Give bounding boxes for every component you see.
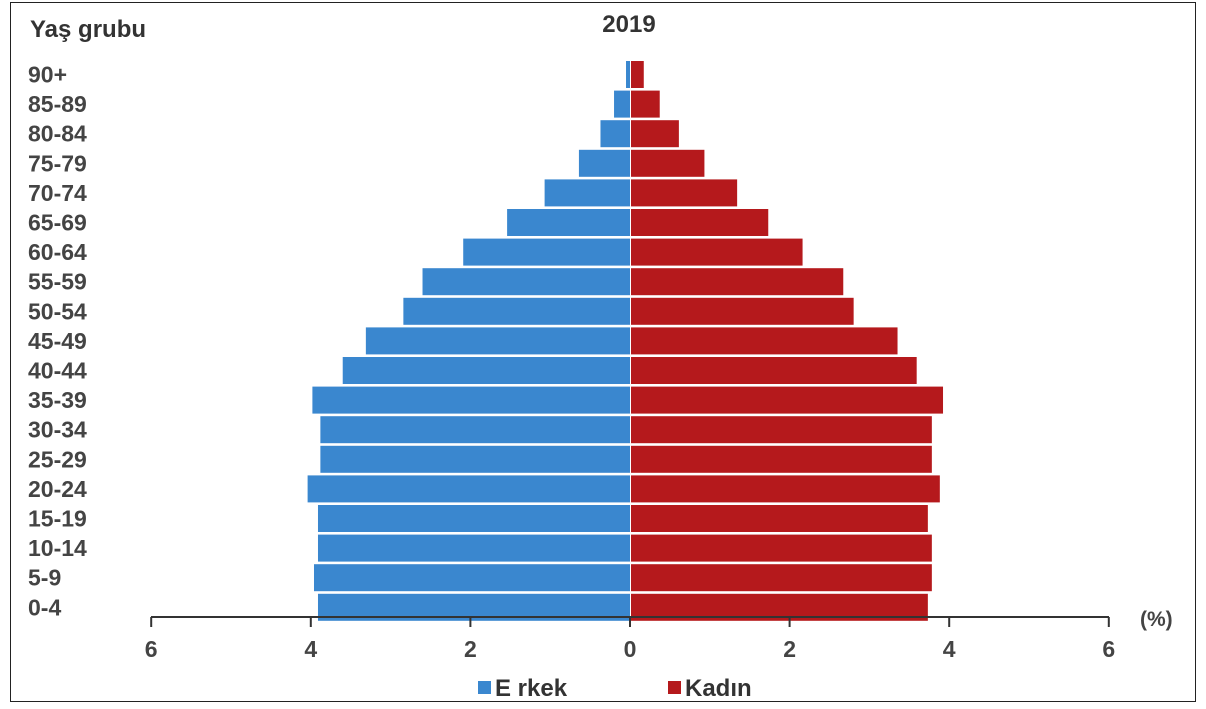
chart-frame <box>10 2 1196 702</box>
y-axis-label: Yaş grubu <box>30 16 146 43</box>
x-ticks-group: 6 4 2 0 2 4 6 <box>145 617 1115 662</box>
bar-erkek <box>578 149 630 177</box>
x-tick-label: 6 <box>145 636 158 662</box>
bar-erkek <box>463 238 630 266</box>
chart-title: 2019 <box>602 11 655 38</box>
bar-kadin <box>631 505 928 532</box>
x-axis-unit: (%) <box>1140 608 1173 631</box>
bar-erkek <box>365 327 630 355</box>
x-tick-label: 6 <box>1102 636 1115 662</box>
category-label: 5-9 <box>28 565 61 591</box>
category-label: 65-69 <box>28 210 87 236</box>
bar-kadin <box>631 475 940 503</box>
category-label: 0-4 <box>28 594 61 620</box>
bar-kadin <box>631 238 803 266</box>
x-tick-label: 0 <box>624 636 637 662</box>
category-label: 20-24 <box>28 476 87 502</box>
category-label: 45-49 <box>28 328 87 354</box>
legend-swatch-kadin <box>668 681 681 694</box>
bar-erkek <box>342 357 630 384</box>
bar-kadin <box>631 268 844 296</box>
bar-erkek <box>320 416 630 444</box>
bar-erkek <box>600 120 630 148</box>
bars-group <box>307 61 944 621</box>
x-tick-label: 4 <box>943 636 956 662</box>
category-label: 90+ <box>28 62 67 88</box>
bar-kadin <box>631 209 769 236</box>
bar-kadin <box>631 149 705 177</box>
category-label: 75-79 <box>28 150 87 176</box>
bar-kadin <box>631 327 898 355</box>
category-label: 55-59 <box>28 269 87 295</box>
category-label: 85-89 <box>28 91 87 117</box>
bar-erkek <box>403 297 630 325</box>
category-label: 25-29 <box>28 446 87 472</box>
bar-erkek <box>312 386 630 414</box>
bar-kadin <box>631 564 932 592</box>
bar-erkek <box>320 445 630 473</box>
category-label: 70-74 <box>28 180 87 206</box>
bar-kadin <box>631 297 854 325</box>
legend-label-erkek: E rkek <box>495 675 568 702</box>
bar-erkek <box>317 505 630 532</box>
bar-kadin <box>631 445 932 473</box>
bar-kadin <box>631 90 660 118</box>
bar-erkek <box>614 90 630 118</box>
bar-erkek <box>317 534 630 562</box>
bar-kadin <box>631 416 932 444</box>
bar-erkek <box>422 268 630 296</box>
legend: E rkek Kadın <box>478 675 752 702</box>
x-tick-label: 2 <box>783 636 796 662</box>
bar-kadin <box>631 120 679 148</box>
legend-swatch-erkek <box>478 681 491 694</box>
bar-kadin <box>631 534 932 562</box>
category-label: 40-44 <box>28 358 87 384</box>
bar-kadin <box>631 61 644 88</box>
x-tick-label: 4 <box>304 636 317 662</box>
bar-kadin <box>631 386 944 414</box>
bar-erkek <box>626 61 630 88</box>
bar-kadin <box>631 179 738 207</box>
category-label: 30-34 <box>28 417 87 443</box>
bar-erkek <box>313 564 630 592</box>
bar-erkek <box>307 475 630 503</box>
x-tick-label: 2 <box>464 636 477 662</box>
category-label: 80-84 <box>28 121 87 147</box>
legend-label-kadin: Kadın <box>685 675 752 702</box>
category-label: 60-64 <box>28 239 87 265</box>
category-label: 15-19 <box>28 506 87 532</box>
category-label: 35-39 <box>28 387 87 413</box>
bar-kadin <box>631 357 917 384</box>
category-label: 50-54 <box>28 298 87 324</box>
category-label: 10-14 <box>28 535 87 561</box>
category-labels-group: 90+ 85-89 80-84 75-79 70-74 65-69 60-64 55-59 50… <box>28 62 87 621</box>
bar-erkek <box>507 209 630 236</box>
bar-erkek <box>544 179 630 207</box>
